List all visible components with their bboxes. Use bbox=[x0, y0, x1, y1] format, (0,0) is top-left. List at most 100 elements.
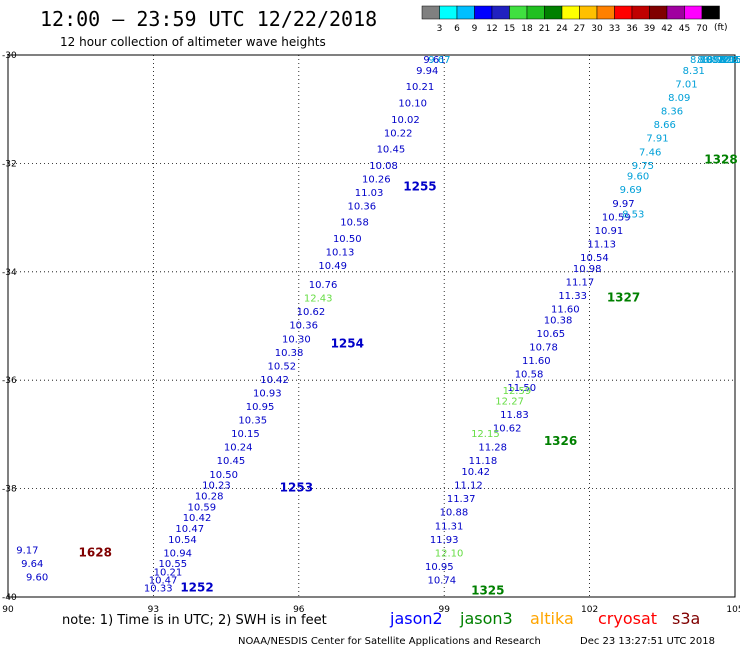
colorbar-swatch bbox=[684, 5, 703, 20]
swh-value-label: 8.72 bbox=[707, 55, 729, 66]
colorbar-tick-label: 27 bbox=[574, 24, 585, 34]
swh-value-label: 12.59 bbox=[503, 386, 532, 397]
colorbar-swatch bbox=[526, 5, 545, 20]
colorbar-tick-label: 21 bbox=[539, 24, 550, 34]
colorbar-tick-label: 45 bbox=[679, 24, 690, 34]
swh-value-label: 10.78 bbox=[529, 342, 558, 353]
swh-value-label: 11.17 bbox=[566, 277, 595, 288]
colorbar: 3 6 9 12 15 18 21 24 27 30 33 36 39 42 45 70 bbox=[421, 5, 720, 34]
swh-value-label: 10.47 bbox=[175, 524, 204, 535]
swh-value-label: 7.46 bbox=[639, 147, 661, 158]
swh-value-label: 10.65 bbox=[537, 329, 566, 340]
swh-value-label: 8.31 bbox=[683, 66, 705, 77]
colorbar-tick-label: 9 bbox=[472, 24, 478, 34]
pass-id-label: 1254 bbox=[331, 337, 364, 351]
pass-labels: 1252 1253 1254 1255 1325 1326 1327 1328 1628 bbox=[79, 152, 738, 597]
swh-value-label: 10.62 bbox=[297, 307, 326, 318]
swh-value-label: 10.28 bbox=[195, 491, 224, 502]
legend-item-cryosat: cryosat bbox=[598, 609, 657, 628]
swh-value-label: 10.94 bbox=[163, 548, 192, 559]
swh-value-label: 8.36 bbox=[661, 107, 683, 118]
swh-value-label: 10.54 bbox=[168, 535, 197, 546]
swh-value-label: 10.93 bbox=[253, 388, 282, 399]
swh-value-label: 10.50 bbox=[209, 470, 238, 481]
swh-value-label: 8.7 bbox=[723, 55, 739, 66]
swh-value-label: 10.24 bbox=[224, 443, 253, 454]
swh-value-label: 10.52 bbox=[268, 361, 297, 372]
swh-value-label: 11.83 bbox=[500, 410, 529, 421]
swh-value-label: 10.36 bbox=[289, 321, 318, 332]
colorbar-tick-label: 30 bbox=[591, 24, 603, 34]
swh-value-label: 8.13 bbox=[702, 55, 724, 66]
swh-value-label: 9.75 bbox=[632, 161, 654, 172]
colorbar-swatch bbox=[701, 5, 720, 20]
legend-item-s3a: s3a bbox=[672, 609, 700, 628]
satellite-legend: jason2 jason3 altika cryosat s3a bbox=[389, 609, 700, 628]
pass-id-label: 1628 bbox=[79, 545, 112, 559]
colorbar-tick-label: 18 bbox=[521, 24, 533, 34]
pass-id-label: 1255 bbox=[403, 180, 436, 194]
swh-value-label: 12.43 bbox=[304, 294, 333, 305]
swh-value-label: 10.49 bbox=[318, 261, 347, 272]
swh-value-label: 10.74 bbox=[427, 575, 456, 586]
pass-id-label: 1326 bbox=[544, 434, 577, 448]
swh-value-label: 9.28 bbox=[717, 55, 739, 66]
colorbar-tick-label: 15 bbox=[504, 24, 515, 34]
swh-value-label: 8.09 bbox=[697, 55, 719, 66]
swh-value-label: 8.53 bbox=[622, 210, 644, 221]
swh-value-label: 10.58 bbox=[515, 369, 544, 380]
swh-value-label: 10.21 bbox=[154, 567, 183, 578]
pass-id-label: 1252 bbox=[180, 581, 213, 595]
swh-value-label: 8.09 bbox=[668, 93, 690, 104]
swh-value-label: 10.54 bbox=[580, 253, 609, 264]
x-tick-label: 102 bbox=[581, 605, 598, 615]
swh-value-label: 10.91 bbox=[595, 226, 624, 237]
swh-value-label: 11.12 bbox=[454, 481, 483, 492]
swh-value-label: 11.13 bbox=[587, 239, 616, 250]
colorbar-swatch bbox=[579, 5, 598, 20]
chart-title: 12:00 – 23:59 UTC 12/22/2018 bbox=[40, 7, 377, 31]
colorbar-swatch bbox=[561, 5, 580, 20]
swh-value-label: 10.15 bbox=[231, 429, 260, 440]
swh-value-label: 10.95 bbox=[425, 562, 454, 573]
pass-id-label: 1253 bbox=[280, 480, 313, 494]
colorbar-tick-label: 33 bbox=[609, 24, 620, 34]
swh-value-label: 11.18 bbox=[469, 456, 498, 467]
y-tick-label: -30 bbox=[2, 51, 17, 61]
swh-value-label: 10.55 bbox=[158, 559, 187, 570]
colorbar-tick-label: 12 bbox=[486, 24, 497, 34]
colorbar-swatch bbox=[509, 5, 528, 20]
colorbar-swatch bbox=[596, 5, 615, 20]
plot-area: 90939699102105-30-32-34-36-38-40 10.3310… bbox=[2, 51, 740, 615]
swh-value-label: 8.05 bbox=[719, 55, 740, 66]
y-tick-label: -32 bbox=[2, 159, 17, 169]
swh-value-label: 11.37 bbox=[447, 494, 476, 505]
footer-credit: NOAA/NESDIS Center for Satellite Applica… bbox=[238, 636, 541, 647]
swh-value-label: 10.36 bbox=[347, 201, 376, 212]
swh-value-label: 10.88 bbox=[440, 508, 469, 519]
swh-value-label: 10.58 bbox=[340, 218, 369, 229]
swh-value-label: 11.03 bbox=[355, 188, 384, 199]
y-tick-label: -34 bbox=[2, 268, 17, 278]
swh-value-label: 10.23 bbox=[202, 481, 231, 492]
swh-value-label: 11.28 bbox=[478, 443, 507, 454]
swh-value-label: 10.98 bbox=[573, 264, 602, 275]
y-tick-label: -40 bbox=[2, 593, 17, 603]
colorbar-swatch bbox=[439, 5, 458, 20]
colorbar-unit: (ft) bbox=[714, 23, 728, 33]
swh-value-label: 11.60 bbox=[551, 304, 580, 315]
swh-value-label: 10.10 bbox=[398, 98, 427, 109]
x-tick-label: 99 bbox=[438, 605, 450, 615]
swh-value-label: 8.15 bbox=[720, 55, 740, 66]
footer-timestamp: Dec 23 13:27:51 UTC 2018 bbox=[580, 636, 715, 647]
swh-value-label: 9.97 bbox=[612, 199, 634, 210]
colorbar-tick-label: 39 bbox=[644, 24, 656, 34]
swh-value-label: 10.45 bbox=[377, 145, 406, 156]
swh-value-label: 10.30 bbox=[282, 334, 311, 345]
legend-item-jason2: jason2 bbox=[389, 609, 443, 628]
gridlines bbox=[8, 55, 735, 597]
colorbar-swatch bbox=[649, 5, 668, 20]
legend-item-altika: altika bbox=[530, 609, 574, 628]
colorbar-swatch bbox=[631, 5, 650, 20]
